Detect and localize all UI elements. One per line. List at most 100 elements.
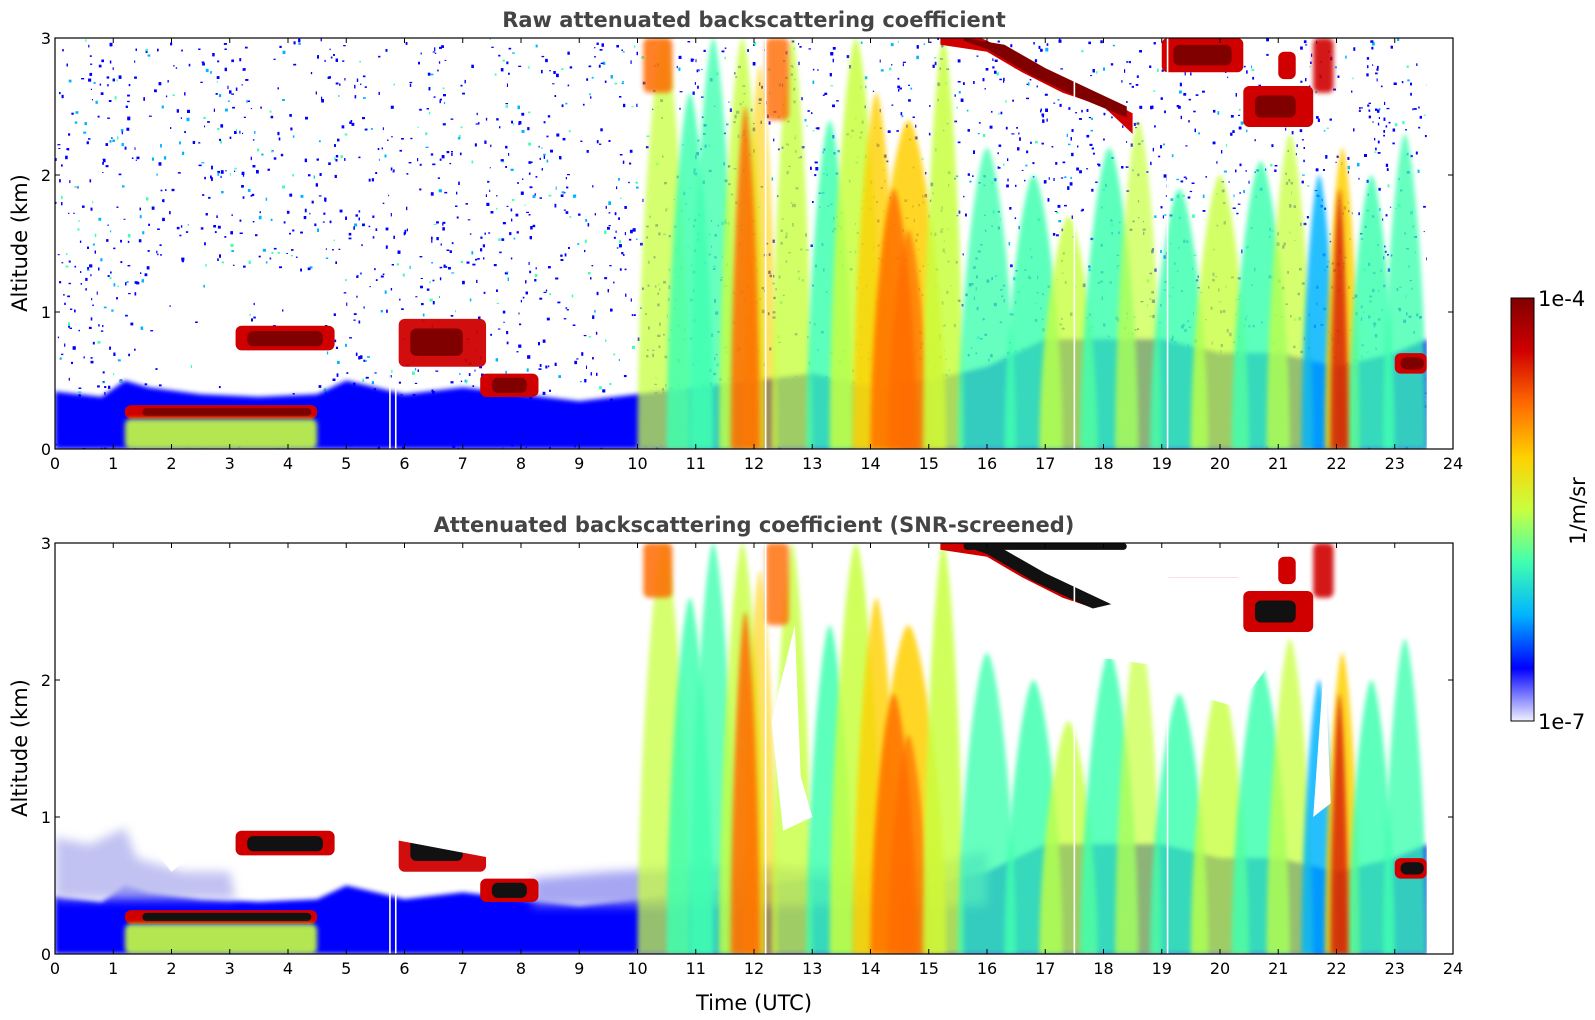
noise-pixel [1160,145,1162,149]
noise-pixel [1357,162,1360,167]
noise-pixel [269,110,272,113]
noise-pixel [419,108,422,111]
noise-pixel [902,63,904,67]
noise-pixel [1271,144,1274,148]
noise-pixel [558,375,561,378]
noise-pixel [1366,179,1369,183]
noise-pixel [61,202,63,206]
noise-pixel [984,88,986,90]
noise-pixel [1165,195,1168,197]
noise-pixel [1238,126,1242,130]
noise-pixel [808,48,811,50]
noise-pixel [1163,174,1167,178]
noise-pixel [116,297,118,300]
noise-pixel [315,91,317,95]
noise-pixel [88,138,91,140]
noise-pixel [886,160,889,163]
noise-pixel [594,213,596,216]
noise-pixel [584,249,586,253]
noise-pixel [633,314,636,316]
noise-pixel [68,133,71,136]
noise-pixel [437,69,439,72]
noise-pixel [236,129,237,132]
noise-pixel [1419,115,1422,119]
noise-pixel [210,71,212,74]
noise-pixel [345,216,347,220]
noise-pixel [451,272,455,274]
noise-pixel [203,284,205,288]
noise-pixel [615,230,617,233]
noise-pixel [1316,116,1319,119]
noise-pixel [354,223,358,227]
noise-pixel [631,106,634,108]
noise-pixel [1090,75,1093,77]
noise-pixel [121,131,123,135]
noise-pixel [545,58,548,63]
noise-pixel [1164,214,1167,216]
noise-pixel [529,186,533,189]
noise-pixel [502,59,505,62]
noise-pixel [1423,205,1426,208]
noise-pixel [1018,132,1020,135]
noise-pixel [109,277,112,280]
noise-pixel [1090,129,1093,132]
noise-pixel [286,210,290,214]
noise-pixel [1184,72,1186,76]
noise-pixel [161,105,164,109]
noise-pixel [335,82,339,85]
noise-pixel [485,117,488,121]
noise-pixel [205,213,208,216]
noise-pixel [890,43,894,47]
noise-pixel [456,216,459,219]
noise-pixel [382,127,384,131]
noise-pixel [186,117,190,122]
noise-pixel [837,150,840,153]
noise-pixel [592,357,594,360]
noise-pixel [580,140,583,142]
noise-pixel [181,260,184,263]
noise-pixel [777,195,779,198]
noise-pixel [1285,127,1287,131]
noise-pixel [1188,98,1191,101]
noise-pixel [1122,125,1124,128]
noise-pixel [104,391,106,396]
noise-pixel [889,67,892,71]
noise-pixel [973,150,975,154]
noise-pixel [333,54,335,56]
noise-pixel [969,180,972,183]
noise-pixel [309,212,311,215]
noise-pixel [1062,161,1066,164]
noise-pixel [446,249,450,251]
noise-pixel [1069,182,1073,186]
noise-pixel [586,150,589,153]
noise-pixel [88,44,90,48]
noise-pixel [66,63,68,67]
noise-pixel [1191,182,1195,184]
noise-pixel [62,49,64,52]
noise-pixel [61,94,64,99]
noise-pixel [91,99,93,101]
noise-pixel [353,313,357,315]
noise-pixel [74,309,76,313]
noise-pixel [1376,78,1378,82]
noise-pixel [1131,85,1134,88]
noise-pixel [457,137,461,140]
noise-pixel [896,130,899,132]
noise-pixel [1059,38,1061,40]
noise-pixel [184,92,186,96]
noise-pixel [85,288,87,291]
noise-pixel [329,220,332,224]
noise-pixel [68,212,70,214]
noise-pixel [1380,85,1383,88]
noise-pixel [403,234,405,236]
noise-pixel [500,159,504,162]
noise-pixel [1347,157,1350,160]
noise-pixel [614,212,617,216]
noise-pixel [221,191,224,194]
noise-pixel [93,82,96,84]
noise-pixel [392,171,395,173]
noise-pixel [1303,159,1305,163]
noise-pixel [320,38,322,42]
noise-pixel [549,70,551,72]
noise-pixel [139,207,141,211]
